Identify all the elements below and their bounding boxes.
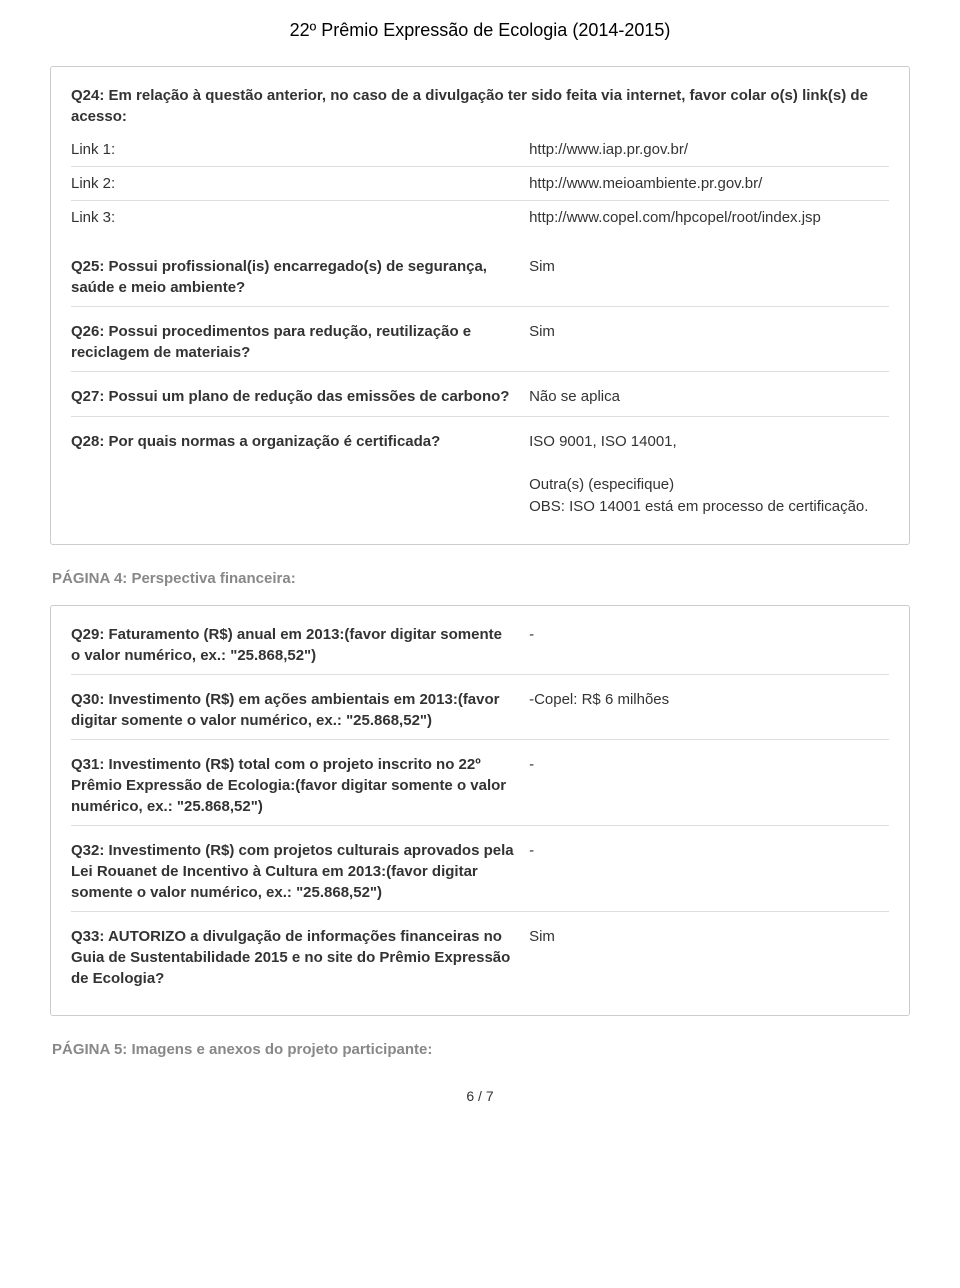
link-label: Link 2: (71, 175, 529, 192)
q31-text: Q31: Investimento (R$) total com o proje… (71, 754, 529, 817)
q29-text: Q29: Faturamento (R$) anual em 2013:(fav… (71, 624, 529, 666)
q27-row: Q27: Possui um plano de redução das emis… (71, 372, 889, 417)
q30-row: Q30: Investimento (R$) em ações ambienta… (71, 675, 889, 740)
q27-text: Q27: Possui um plano de redução das emis… (71, 386, 529, 408)
q24-block: Q24: Em relação à questão anterior, no c… (71, 85, 889, 234)
card-questions-2: Q29: Faturamento (R$) anual em 2013:(fav… (50, 605, 910, 1016)
q28-text: Q28: Por quais normas a organização é ce… (71, 431, 529, 518)
link-row: Link 3: http://www.copel.com/hpcopel/roo… (71, 201, 889, 234)
link-label: Link 3: (71, 209, 529, 226)
q26-answer: Sim (529, 321, 889, 363)
q27-answer: Não se aplica (529, 386, 889, 408)
q25-text: Q25: Possui profissional(is) encarregado… (71, 256, 529, 298)
link-value: http://www.meioambiente.pr.gov.br/ (529, 175, 889, 192)
card-questions-1: Q24: Em relação à questão anterior, no c… (50, 66, 910, 545)
q26-text: Q26: Possui procedimentos para redução, … (71, 321, 529, 363)
link-value: http://www.iap.pr.gov.br/ (529, 141, 889, 158)
q32-text: Q32: Investimento (R$) com projetos cult… (71, 840, 529, 903)
q33-row: Q33: AUTORIZO a divulgação de informaçõe… (71, 912, 889, 997)
q24-text: Q24: Em relação à questão anterior, no c… (71, 85, 889, 127)
link-label: Link 1: (71, 141, 529, 158)
section-4-heading: PÁGINA 4: Perspectiva financeira: (52, 570, 910, 587)
link-row: Link 2: http://www.meioambiente.pr.gov.b… (71, 167, 889, 201)
q32-answer: - (529, 840, 889, 903)
q29-row: Q29: Faturamento (R$) anual em 2013:(fav… (71, 624, 889, 675)
q28-answer: ISO 9001, ISO 14001, Outra(s) (especifiq… (529, 431, 889, 518)
q32-row: Q32: Investimento (R$) com projetos cult… (71, 826, 889, 912)
q28-row: Q28: Por quais normas a organização é ce… (71, 417, 889, 526)
q25-answer: Sim (529, 256, 889, 298)
link-value: http://www.copel.com/hpcopel/root/index.… (529, 209, 889, 226)
q25-row: Q25: Possui profissional(is) encarregado… (71, 242, 889, 307)
q33-text: Q33: AUTORIZO a divulgação de informaçõe… (71, 926, 529, 989)
section-5-heading: PÁGINA 5: Imagens e anexos do projeto pa… (52, 1041, 910, 1058)
q30-text: Q30: Investimento (R$) em ações ambienta… (71, 689, 529, 731)
q26-row: Q26: Possui procedimentos para redução, … (71, 307, 889, 372)
q30-answer: -Copel: R$ 6 milhões (529, 689, 889, 731)
q33-answer: Sim (529, 926, 889, 989)
page-title: 22º Prêmio Expressão de Ecologia (2014-2… (50, 20, 910, 41)
q31-row: Q31: Investimento (R$) total com o proje… (71, 740, 889, 826)
link-row: Link 1: http://www.iap.pr.gov.br/ (71, 133, 889, 167)
q29-answer: - (529, 624, 889, 666)
q24-links: Link 1: http://www.iap.pr.gov.br/ Link 2… (71, 133, 889, 234)
page-footer: 6 / 7 (50, 1088, 910, 1104)
q31-answer: - (529, 754, 889, 817)
